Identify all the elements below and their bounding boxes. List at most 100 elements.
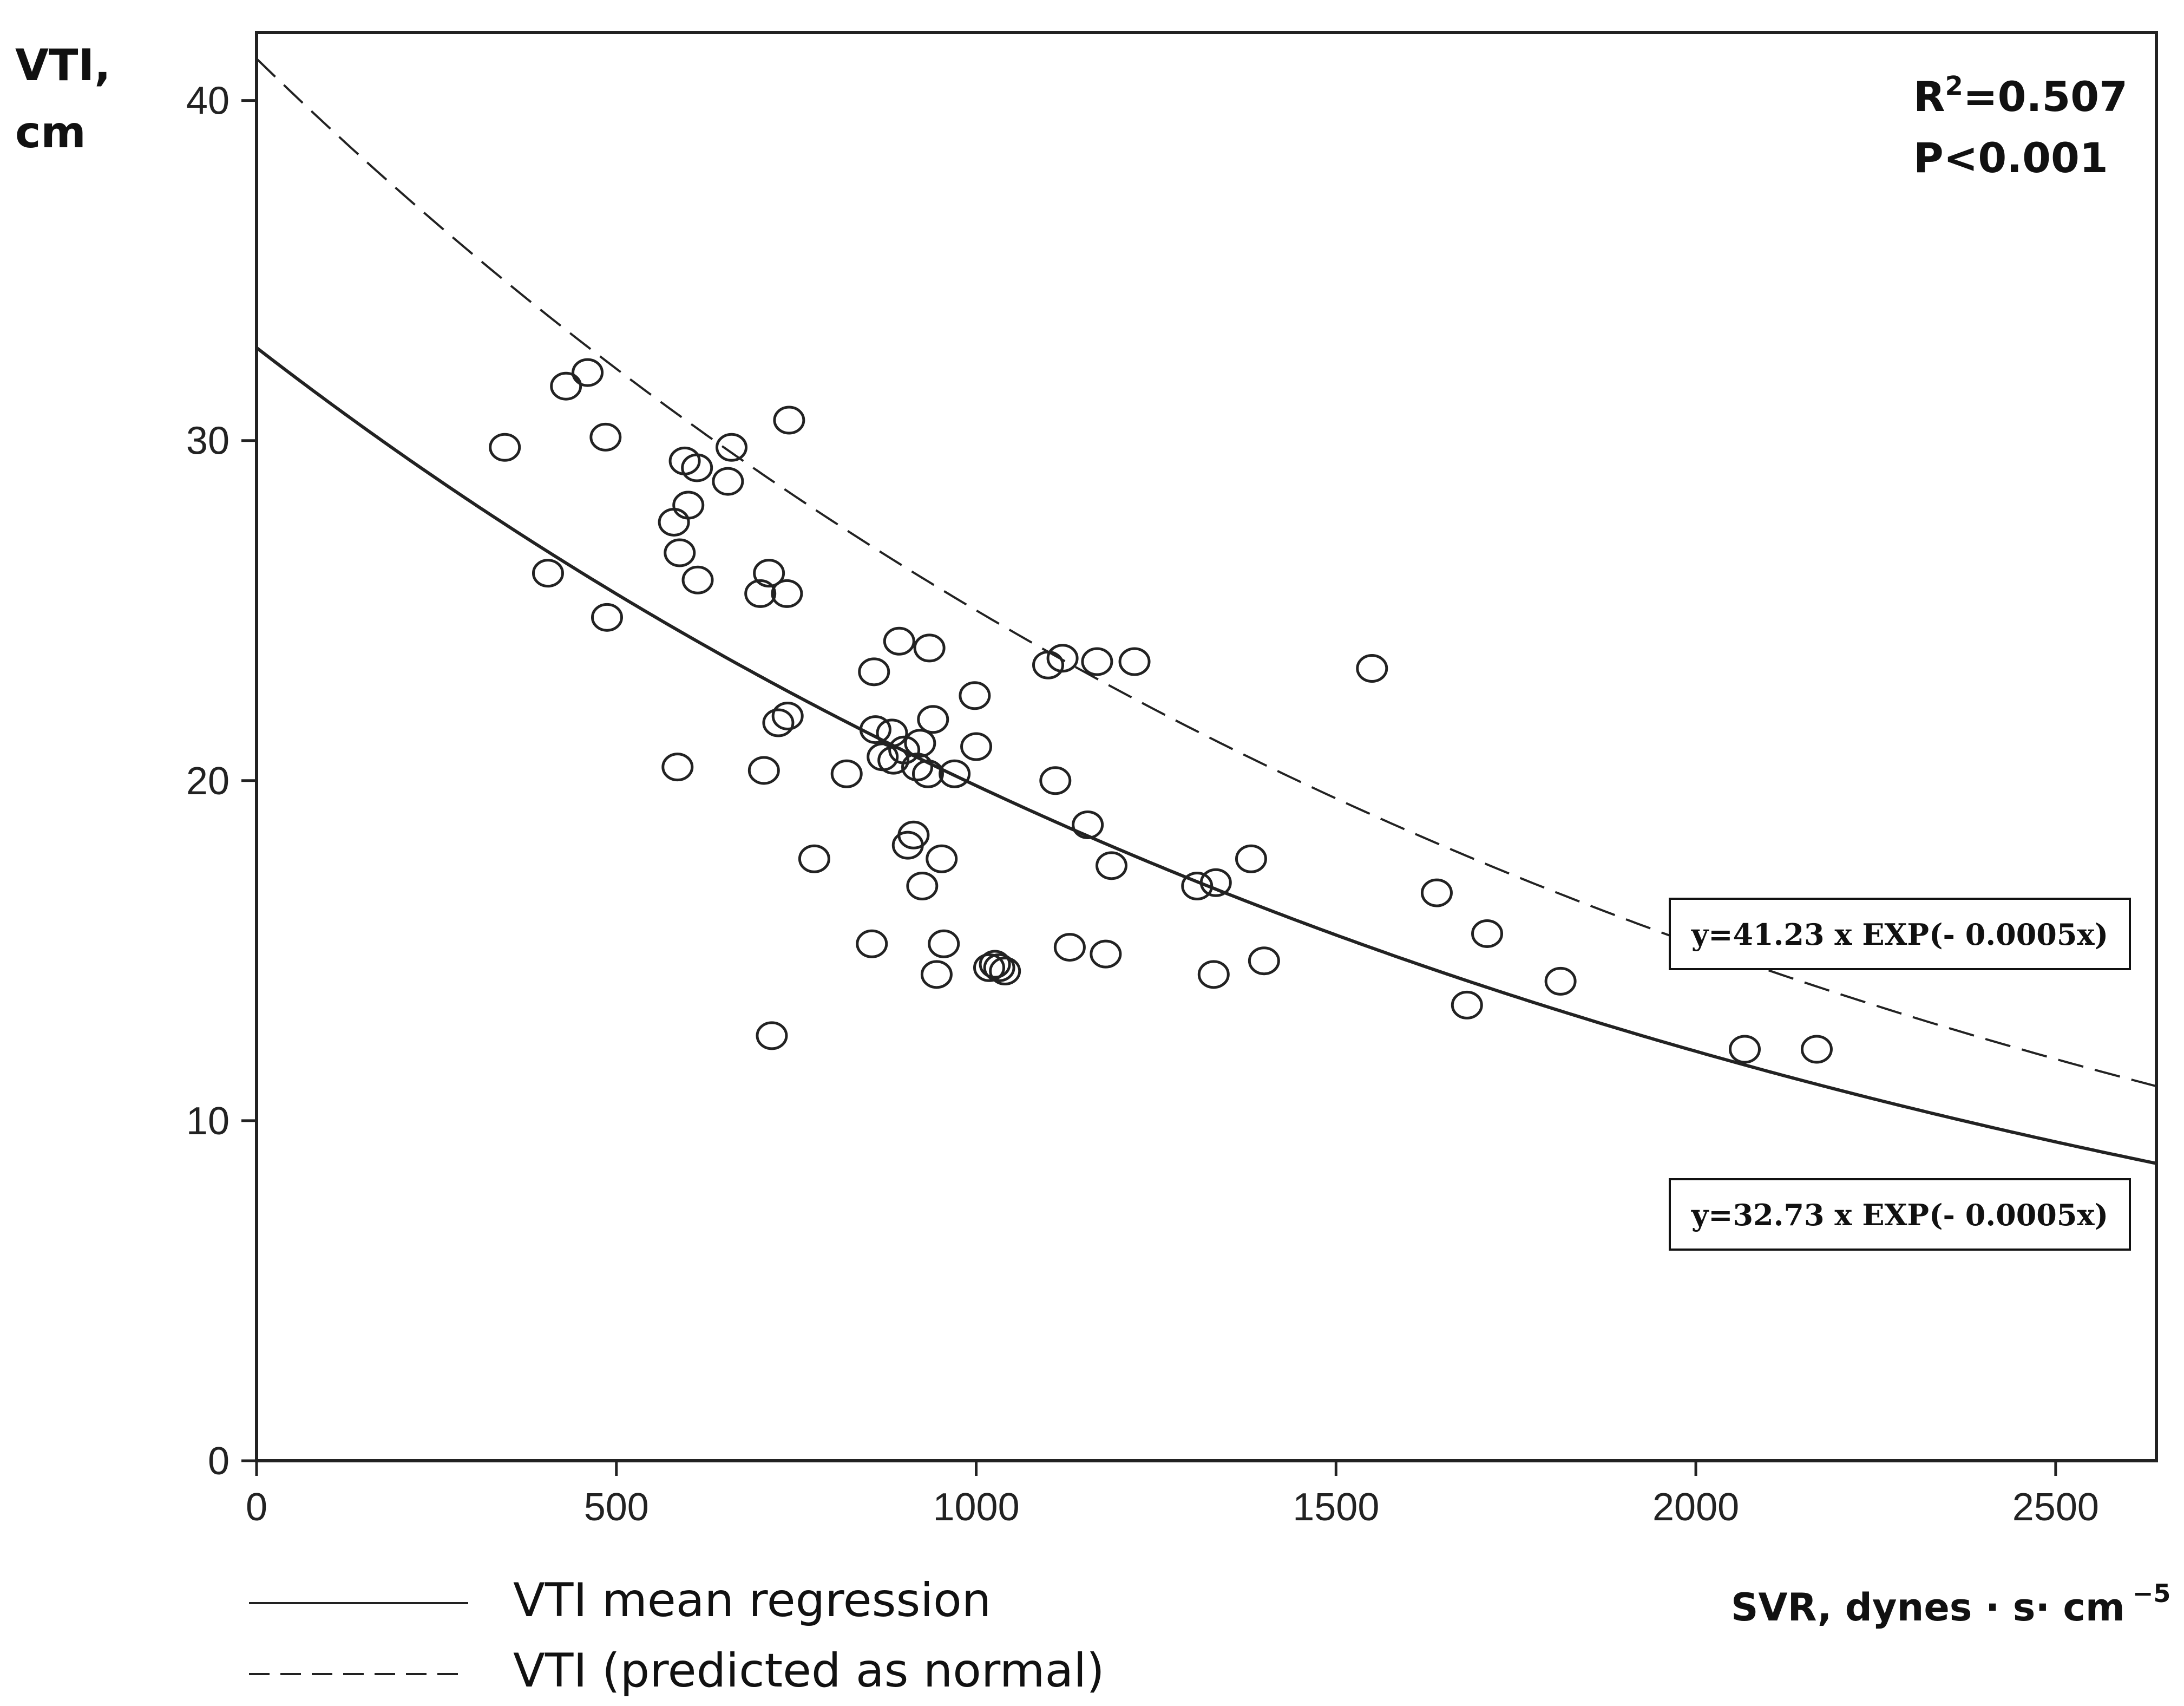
scatter-point — [1248, 946, 1280, 976]
scatter-point — [911, 759, 944, 788]
x-tick-label: 500 — [584, 1486, 649, 1529]
scatter-point — [983, 953, 1015, 982]
equation-mean: y=32.73 x EXP(- 0.0005x) — [1691, 1198, 2108, 1232]
scatter-point — [1081, 647, 1113, 676]
scatter-point — [762, 708, 795, 737]
equation-predicted: y=41.23 x EXP(- 0.0005x) — [1691, 917, 2108, 952]
curve-mean-regression — [255, 346, 2157, 1165]
scatter-point — [1471, 919, 1504, 948]
curve-predicted-normal — [255, 57, 2157, 1088]
scatter-point — [1046, 644, 1079, 673]
scatter-point — [1072, 810, 1104, 839]
scatter-point — [917, 705, 949, 734]
scatter-point — [753, 559, 785, 588]
scatter-point — [928, 929, 960, 958]
scatter-point — [959, 681, 991, 710]
scatter-point — [773, 406, 805, 435]
scatter-point — [877, 746, 910, 775]
scatter-point — [897, 820, 930, 849]
x-axis-label-exponent: −5 — [2133, 1579, 2171, 1608]
scatter-point — [744, 579, 777, 608]
scatter-point — [979, 950, 1011, 979]
scatter-point — [1729, 1035, 1761, 1064]
scatter-point — [550, 371, 582, 401]
scatter-point — [681, 453, 713, 482]
scatter-point — [661, 753, 694, 782]
scatter-point — [1039, 766, 1072, 795]
scatter-point — [1451, 990, 1483, 1019]
scatter-point — [1544, 966, 1577, 996]
scatter-point — [1356, 654, 1388, 683]
legend-label-mean: VTI mean regression — [513, 1573, 991, 1627]
y-axis-ticks: 0 10 20 30 40 — [186, 80, 257, 1483]
regression-curves — [255, 57, 2157, 1165]
scatter-point — [572, 358, 604, 387]
equation-box-mean — [1669, 1178, 2131, 1251]
x-axis-label-text: SVR, dynes · s· cm — [1731, 1585, 2125, 1630]
equation-box-predicted — [1669, 898, 2131, 970]
scatter-point — [856, 929, 888, 958]
y-tick-label: 40 — [186, 80, 229, 123]
scatter-point — [989, 957, 1021, 986]
scatter-point — [672, 491, 705, 520]
scatter-point — [913, 633, 946, 663]
scatter-point — [1118, 647, 1151, 676]
y-tick-label: 30 — [186, 420, 229, 463]
scatter-point — [664, 538, 696, 567]
scatter-point — [1090, 939, 1122, 969]
scatter-point — [1235, 844, 1267, 873]
scatter-point — [1420, 878, 1453, 907]
scatter-point — [973, 953, 1005, 982]
scatter-point — [901, 753, 934, 782]
p-value-stat: P<0.001 — [1913, 134, 2108, 182]
scatter-point — [681, 565, 714, 594]
scatter-point — [960, 732, 993, 761]
r-squared-prefix: R — [1913, 73, 1945, 121]
scatter-point — [589, 422, 622, 452]
x-tick-label: 1500 — [1293, 1486, 1379, 1529]
scatter-point — [891, 831, 924, 860]
scatter-point — [716, 433, 747, 462]
scatter-point — [532, 559, 564, 588]
scatter-point — [489, 433, 521, 462]
scatter-point — [906, 872, 939, 901]
x-tick-label: 0 — [246, 1486, 267, 1529]
scatter-point — [926, 844, 958, 873]
x-axis-label: SVR, dynes · s· cm −5 — [1731, 1579, 2170, 1630]
scatter-point — [1053, 933, 1086, 962]
scatter-point — [756, 1021, 788, 1050]
scatter-point — [1197, 960, 1230, 989]
scatter-point — [712, 467, 744, 496]
y-axis-label-line2: cm — [15, 107, 86, 158]
scatter-point — [859, 715, 891, 744]
scatter-point — [747, 756, 780, 785]
r-squared-stat: R2=0.507 — [1913, 71, 2128, 121]
y-tick-label: 20 — [186, 760, 229, 803]
r-squared-superscript: 2 — [1945, 71, 1963, 101]
y-tick-label: 10 — [186, 1100, 229, 1143]
scatter-point — [939, 759, 971, 788]
scatter-point — [904, 729, 936, 758]
r-squared-value: =0.507 — [1963, 73, 2128, 121]
scatter-point — [1199, 868, 1232, 897]
scatter-point — [1181, 872, 1214, 901]
scatter-point — [1096, 851, 1127, 880]
scatter-point — [658, 507, 690, 537]
scatter-points — [489, 358, 1833, 1064]
x-axis-ticks: 0 500 1000 1500 2000 2500 — [246, 1461, 2099, 1529]
x-tick-label: 2000 — [1652, 1486, 1739, 1529]
x-tick-label: 1000 — [933, 1486, 1019, 1529]
legend-label-predicted: VTI (predicted as normal) — [513, 1644, 1105, 1698]
scatter-point — [771, 579, 803, 608]
plot-frame — [255, 31, 2158, 1462]
x-tick-label: 2500 — [2012, 1486, 2099, 1529]
scatter-point — [771, 701, 804, 730]
y-tick-label: 0 — [208, 1440, 229, 1483]
y-axis-label-line1: VTI, — [15, 40, 111, 90]
scatter-point — [1800, 1035, 1833, 1064]
scatter-point — [920, 960, 953, 989]
scatter-point — [830, 759, 863, 788]
scatter-point — [591, 603, 623, 632]
scatter-point — [858, 657, 890, 687]
